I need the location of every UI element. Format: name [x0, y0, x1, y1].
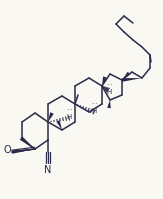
Text: ·: · — [66, 106, 69, 115]
Polygon shape — [122, 72, 130, 80]
Polygon shape — [107, 100, 111, 108]
Text: ·: · — [94, 100, 97, 109]
Text: ·: · — [69, 106, 72, 115]
Text: ·: · — [109, 82, 112, 91]
Polygon shape — [56, 120, 62, 130]
Polygon shape — [12, 149, 35, 154]
Polygon shape — [20, 137, 35, 149]
Text: ·: · — [106, 82, 109, 91]
Text: O: O — [3, 145, 11, 155]
Polygon shape — [48, 112, 54, 122]
Polygon shape — [102, 76, 107, 86]
Text: N: N — [44, 165, 52, 175]
Text: H: H — [91, 108, 97, 114]
Text: H: H — [106, 89, 112, 95]
Polygon shape — [122, 78, 142, 82]
Text: ·: · — [91, 100, 94, 109]
Text: H: H — [66, 114, 72, 120]
